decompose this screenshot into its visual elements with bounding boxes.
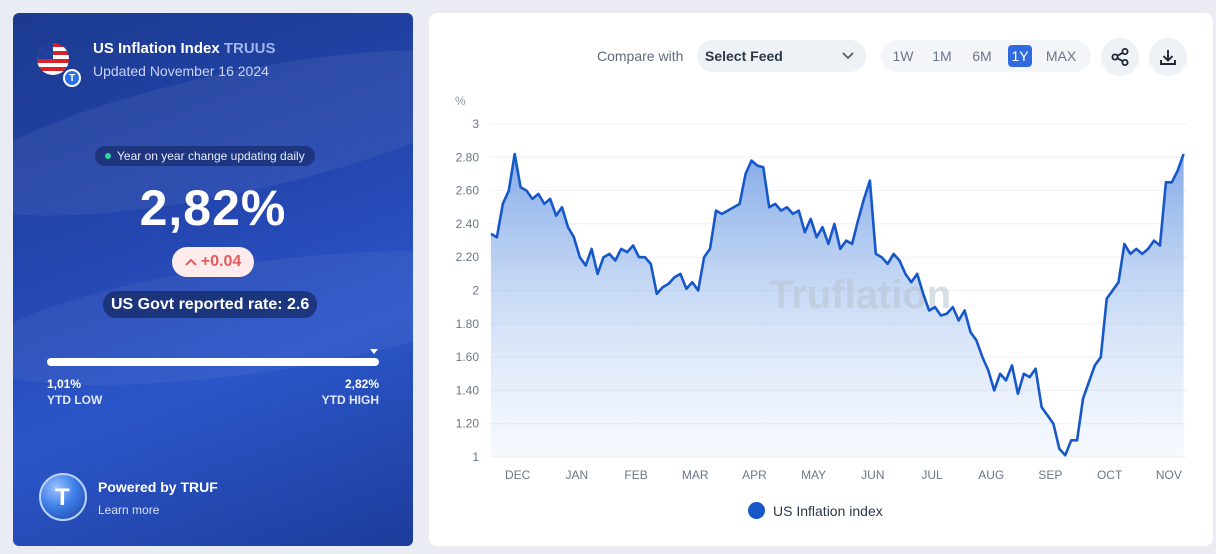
truf-logo-icon: T: [39, 473, 87, 521]
x-tick-label: NOV: [1156, 468, 1182, 482]
range-1m-button[interactable]: 1M: [932, 48, 952, 64]
us-flag-icon: [37, 43, 69, 75]
time-range-selector: 1W 1M 6M 1Y MAX: [881, 40, 1091, 72]
y-tick-label: 2.60: [456, 184, 480, 198]
live-dot-icon: [105, 153, 111, 159]
range-max-button[interactable]: MAX: [1045, 48, 1077, 64]
watermark: Truflation: [769, 273, 951, 317]
chevron-down-icon: [842, 40, 854, 72]
x-tick-label: DEC: [505, 468, 531, 482]
range-1y-button[interactable]: 1Y: [1008, 45, 1032, 67]
y-tick-label: 1.60: [456, 350, 480, 364]
x-tick-label: SEP: [1038, 468, 1062, 482]
chart-panel: Compare with Select Feed 1W 1M 6M 1Y MAX: [429, 13, 1213, 546]
x-tick-label: MAY: [801, 468, 826, 482]
ytd-low-value: 1,01%: [47, 377, 82, 391]
yoy-pill: Year on year change updating daily: [95, 146, 315, 166]
share-icon: [1111, 48, 1129, 66]
download-button[interactable]: [1149, 38, 1187, 76]
change-badge: +0.04: [172, 247, 254, 277]
updated-date: Updated November 16 2024: [93, 63, 269, 79]
select-feed-dropdown[interactable]: Select Feed: [697, 40, 866, 72]
index-ticker: TRUUS: [223, 40, 276, 57]
series-line: [490, 152, 1185, 457]
ytd-high-label: YTD HIGH: [321, 393, 379, 407]
range-1w-button[interactable]: 1W: [892, 48, 914, 64]
index-name: US Inflation Index: [93, 40, 220, 57]
select-feed-value: Select Feed: [705, 48, 783, 64]
x-tick-label: APR: [742, 468, 767, 482]
yoy-label: Year on year change updating daily: [117, 149, 305, 163]
y-tick-label: 2: [472, 284, 479, 298]
y-tick-label: 1: [472, 450, 479, 464]
ytd-marker-icon: [370, 349, 378, 354]
ytd-low-label: YTD LOW: [47, 393, 103, 407]
index-title: US Inflation Index TRUUS: [93, 40, 276, 57]
x-tick-label: FEB: [624, 468, 647, 482]
ytd-high-value: 2,82%: [344, 377, 379, 391]
learn-more-link[interactable]: Learn more: [98, 503, 160, 517]
compare-label: Compare with: [597, 48, 684, 64]
x-tick-label: JAN: [566, 468, 589, 482]
truflation-badge-icon: T: [63, 69, 81, 87]
x-tick-label: JUN: [861, 468, 884, 482]
inflation-chart: 1 1.20 1.40 1.60 1.80 2 2.20 2.40 2.60 2.80 3 DEC J…: [455, 94, 1187, 482]
x-tick-label: MAR: [682, 468, 709, 482]
change-value: +0.04: [200, 253, 242, 270]
x-tick-label: JUL: [921, 468, 943, 482]
legend-swatch: [748, 502, 765, 519]
x-tick-label: OCT: [1097, 468, 1123, 482]
gov-rate-pill: US Govt reported rate: 2.6: [103, 291, 318, 318]
chart-legend[interactable]: US Inflation index: [748, 502, 883, 519]
summary-panel: T US Inflation Index TRUUS Updated Novem…: [13, 13, 413, 546]
y-tick-label: 1.80: [456, 317, 480, 331]
y-tick-label: 2.80: [456, 150, 480, 164]
series-area: [491, 154, 1184, 457]
share-button[interactable]: [1101, 38, 1139, 76]
y-tick-label: 3: [472, 117, 479, 131]
y-axis-unit: %: [455, 94, 466, 108]
chevron-up-icon: [185, 258, 197, 266]
x-tick-label: AUG: [978, 468, 1004, 482]
y-tick-label: 1.20: [456, 417, 480, 431]
range-6m-button[interactable]: 6M: [972, 48, 992, 64]
current-value: 2,82%: [139, 180, 287, 236]
y-tick-label: 1.40: [456, 383, 480, 397]
download-icon: [1160, 50, 1176, 65]
legend-label: US Inflation index: [773, 502, 883, 519]
y-tick-label: 2.20: [456, 250, 480, 264]
y-tick-label: 2.40: [456, 217, 480, 231]
ytd-range-bar: [47, 358, 379, 366]
powered-by: Powered by TRUF: [98, 479, 218, 495]
